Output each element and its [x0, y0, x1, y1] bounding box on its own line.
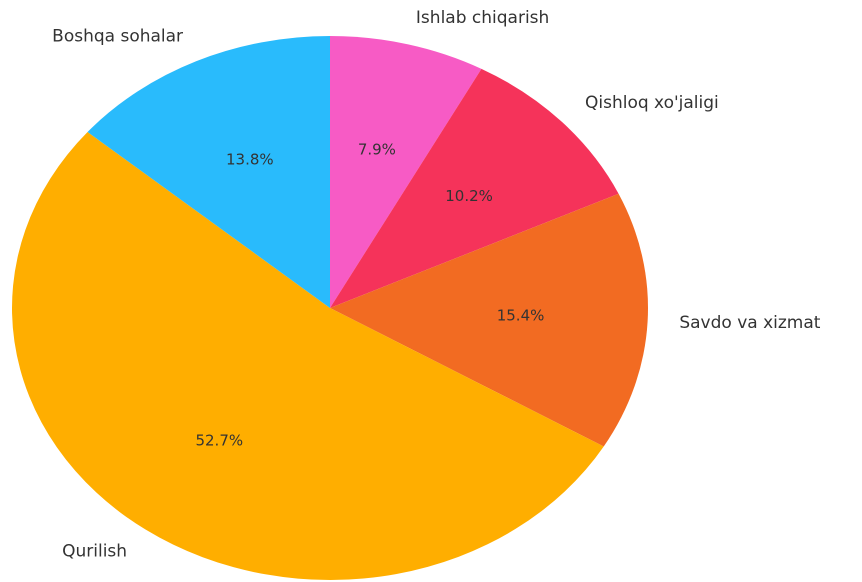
pie-slice	[87, 36, 331, 308]
pie-slice	[330, 193, 648, 447]
category-label: Ishlab chiqarish	[416, 8, 549, 28]
pie-slice	[330, 68, 619, 309]
value-label: 10.2%	[445, 187, 493, 205]
value-label: 13.8%	[226, 150, 274, 168]
value-label: 15.4%	[497, 307, 545, 325]
category-label: Qurilish	[62, 542, 127, 562]
value-label: 7.9%	[358, 140, 396, 158]
category-label: Savdo va xizmat	[679, 313, 820, 333]
pie-slice	[330, 36, 482, 308]
pie-slice	[11, 132, 604, 581]
category-label: Boshqa sohalar	[52, 26, 183, 46]
value-label: 52.7%	[195, 431, 243, 449]
category-label: Qishloq xo'jaligi	[585, 93, 719, 113]
